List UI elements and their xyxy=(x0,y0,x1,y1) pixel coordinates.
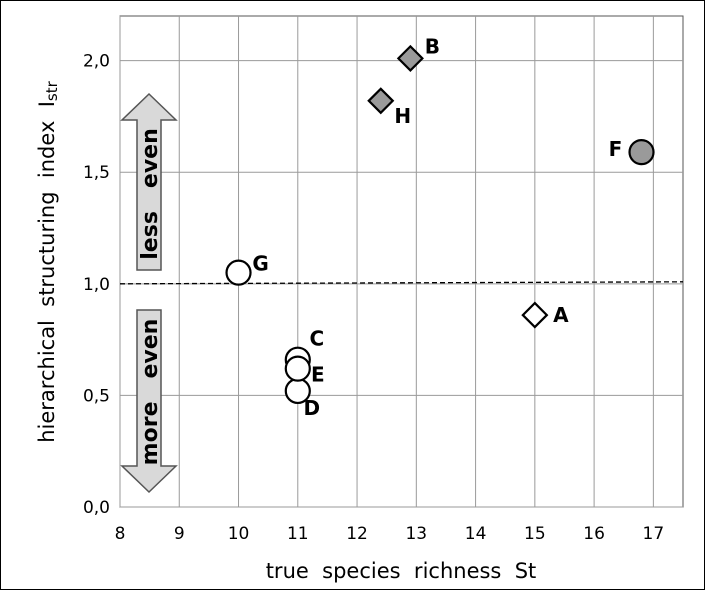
down-arrow-shape xyxy=(120,309,178,494)
x-tick-label: 13 xyxy=(405,524,427,544)
x-tick-label: 17 xyxy=(643,524,665,544)
y-tick-labels: 0,0 0,5 1,0 1,5 2,0 xyxy=(83,52,110,518)
point-h-label: H xyxy=(394,104,411,128)
x-tick-label: 14 xyxy=(465,524,487,544)
plot-area xyxy=(119,15,684,508)
point-a-label: A xyxy=(553,303,569,327)
data-points: A B C DE F G H xyxy=(225,34,655,420)
x-tick-label: 8 xyxy=(115,524,126,544)
y-tick-label: 1,0 xyxy=(83,275,110,295)
up-arrow-shape xyxy=(120,92,178,271)
point-e-marker xyxy=(284,355,311,382)
y-tick-label: 0,5 xyxy=(83,386,110,406)
point-g-label: G xyxy=(252,252,268,276)
point-b-label: B xyxy=(425,34,440,58)
y-axis-label-subscript: str xyxy=(43,80,61,101)
grid xyxy=(119,16,683,508)
point-f-label: F xyxy=(609,137,623,161)
point-h-marker xyxy=(367,87,395,115)
x-tick-label: 10 xyxy=(228,524,250,544)
point-d-label: D xyxy=(303,396,320,420)
reference-line xyxy=(119,281,684,285)
x-tick-label: 12 xyxy=(346,524,368,544)
y-tick-label: 2,0 xyxy=(83,52,110,72)
less-even-arrow: less even xyxy=(120,92,178,271)
y-axis-label-main: hierarchical structuring index I xyxy=(35,101,59,443)
point-b-marker xyxy=(396,44,424,72)
x-tick-label: 9 xyxy=(174,524,185,544)
x-tick-label: 15 xyxy=(524,524,546,544)
more-even-arrow: more even xyxy=(120,309,178,494)
point-g-marker xyxy=(225,259,252,286)
x-tick-label: 11 xyxy=(287,524,309,544)
point-f-marker xyxy=(628,139,655,166)
more-even-label: more even xyxy=(138,319,163,466)
y-tick-label: 0,0 xyxy=(83,498,110,518)
y-axis-label: hierarchical structuring index Istr xyxy=(35,80,61,442)
x-tick-labels: 8 9 10 11 12 13 14 15 16 17 xyxy=(115,524,665,544)
point-e-label: E xyxy=(311,363,325,387)
less-even-label: less even xyxy=(138,128,163,259)
y-tick-label: 1,5 xyxy=(83,163,110,183)
x-axis-label: true species richness St xyxy=(266,559,537,583)
point-c-label: C xyxy=(309,327,324,351)
x-tick-label: 16 xyxy=(583,524,605,544)
point-a-marker xyxy=(521,301,549,329)
